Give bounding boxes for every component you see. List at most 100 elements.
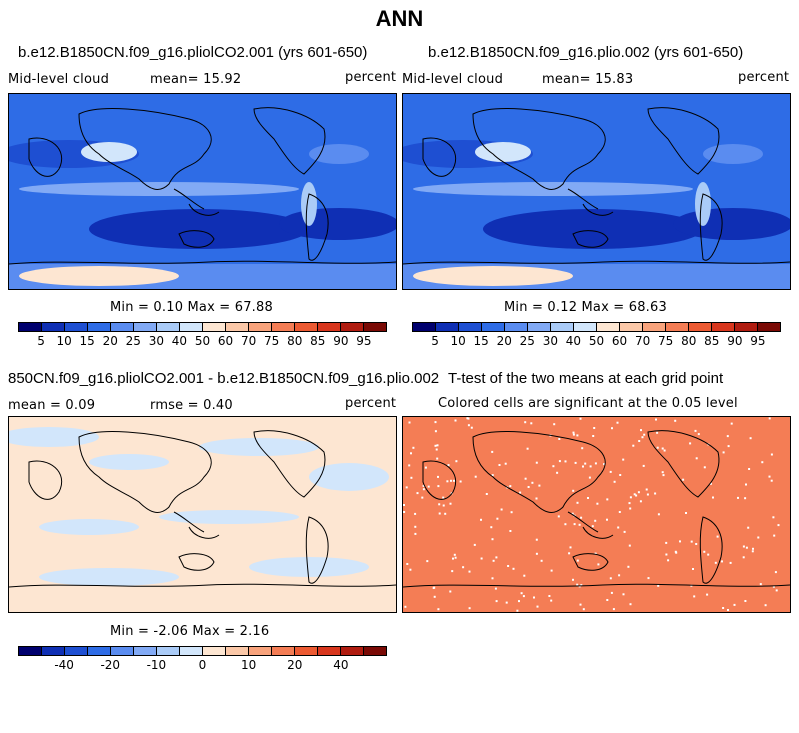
colorbar-tick-label: 10	[56, 334, 72, 348]
insignificant-cell	[640, 429, 642, 432]
insignificant-cell	[467, 417, 470, 420]
insignificant-cell	[665, 541, 668, 544]
insignificant-cell	[622, 458, 625, 461]
insignificant-cell	[770, 453, 773, 456]
insignificant-cell	[606, 518, 608, 521]
insignificant-cell	[628, 502, 631, 505]
insignificant-cell	[524, 421, 527, 424]
insignificant-cell	[437, 608, 440, 611]
insignificant-cell	[573, 523, 576, 526]
insignificant-cell	[633, 493, 636, 496]
insignificant-cell	[617, 526, 620, 529]
insignificant-cell	[759, 583, 762, 586]
insignificant-cell	[467, 424, 470, 427]
insignificant-cell	[661, 471, 664, 474]
insignificant-cell	[744, 497, 747, 500]
colorbar-swatch	[157, 323, 180, 331]
insignificant-cell	[414, 532, 417, 535]
colorbar-tick-label: 85	[704, 334, 720, 348]
insignificant-cell	[495, 556, 498, 559]
colorbar-tick-label: 25	[125, 334, 141, 348]
insignificant-cell	[730, 422, 733, 425]
insignificant-cell	[403, 504, 405, 506]
colorbar-swatch	[134, 323, 157, 331]
insignificant-cell	[424, 466, 427, 469]
insignificant-cell	[657, 513, 660, 516]
colorbar-tick-label: 30	[148, 334, 165, 348]
colorbar-tick-label: 40	[333, 658, 349, 672]
insignificant-cell	[510, 511, 513, 514]
panel1-colorbar	[18, 322, 387, 332]
insignificant-cell	[480, 518, 482, 521]
insignificant-cell	[721, 560, 723, 563]
insignificant-cell	[610, 591, 613, 594]
insignificant-cell	[505, 601, 508, 604]
colorbar-tick-label: 15	[473, 334, 489, 348]
insignificant-cell	[612, 608, 615, 611]
insignificant-cell	[470, 426, 473, 429]
insignificant-cell	[592, 435, 595, 437]
colorbar-swatch	[180, 323, 203, 331]
colorbar-swatch	[364, 647, 386, 655]
insignificant-cell	[576, 434, 579, 437]
colorbar-swatch	[249, 647, 272, 655]
insignificant-cell	[526, 447, 529, 450]
colorbar-swatch	[341, 323, 364, 331]
insignificant-cell	[587, 497, 589, 499]
panel4-significance-label: Colored cells are significant at the 0.0…	[438, 396, 738, 411]
insignificant-cell	[438, 512, 441, 515]
insignificant-cell	[442, 504, 445, 507]
colorbar-swatch	[88, 323, 111, 331]
panel3-coastlines	[9, 430, 396, 588]
insignificant-cell	[535, 497, 538, 500]
insignificant-cell	[540, 559, 543, 562]
insignificant-cell	[703, 550, 706, 553]
insignificant-cell	[654, 492, 657, 495]
insignificant-cell	[572, 433, 575, 436]
insignificant-cell	[403, 511, 406, 513]
colorbar-swatch	[65, 323, 88, 331]
insignificant-cell	[536, 605, 539, 608]
insignificant-cell	[674, 550, 677, 553]
panel3-rmse-label: rmse = 0.40	[150, 398, 233, 413]
insignificant-cell	[512, 567, 515, 570]
insignificant-cell	[571, 512, 574, 515]
insignificant-cell	[770, 479, 773, 482]
insignificant-cell	[538, 484, 541, 487]
insignificant-cell	[524, 477, 527, 480]
insignificant-cell	[703, 466, 706, 469]
insignificant-cell	[727, 609, 729, 611]
insignificant-cell	[421, 496, 424, 499]
insignificant-cell	[453, 479, 455, 482]
colorbar-swatch	[482, 323, 505, 331]
colorbar-tick-label: 95	[750, 334, 766, 348]
insignificant-cell	[468, 607, 471, 610]
insignificant-cell	[553, 423, 556, 426]
insignificant-cell	[450, 479, 452, 482]
colorbar-tick-label: 75	[264, 334, 280, 348]
colorbar-tick-label: 40	[171, 334, 188, 348]
insignificant-cell	[716, 535, 719, 538]
panel3-units-label: percent	[345, 396, 397, 411]
panel1-map	[8, 93, 397, 290]
insignificant-cell	[410, 476, 413, 479]
insignificant-cell	[410, 452, 412, 455]
colorbar-swatch	[643, 323, 666, 331]
insignificant-cell	[646, 493, 649, 496]
insignificant-cell	[580, 516, 583, 519]
insignificant-cell	[492, 559, 495, 562]
colorbar-tick-label: 20	[102, 334, 118, 348]
colorbar-tick-label: 20	[287, 658, 303, 672]
colorbar-swatch	[712, 323, 735, 331]
insignificant-cell	[437, 485, 440, 488]
insignificant-cell	[589, 465, 592, 468]
colorbar-swatch	[203, 323, 226, 331]
insignificant-cell	[733, 603, 736, 606]
insignificant-cell	[606, 498, 609, 501]
insignificant-cell	[550, 599, 553, 602]
panel2-minmax: Min = 0.12 Max = 68.63	[504, 300, 667, 315]
insignificant-cell	[530, 422, 533, 425]
insignificant-cell	[412, 446, 415, 449]
insignificant-cell	[522, 595, 525, 598]
colorbar-tick-label: 90	[333, 334, 349, 348]
